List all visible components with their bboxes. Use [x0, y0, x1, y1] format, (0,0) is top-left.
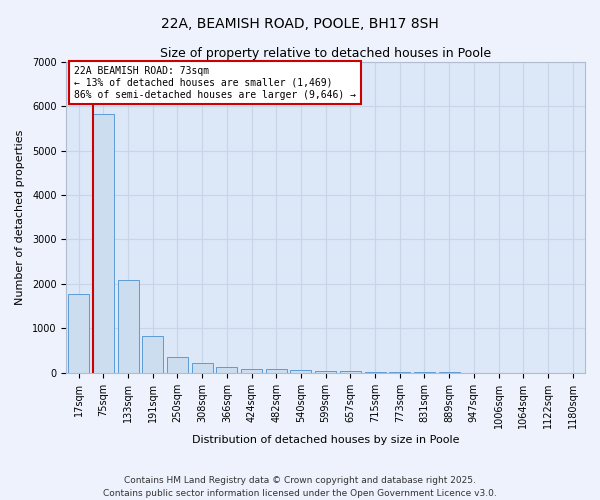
Bar	[217, 368, 238, 373]
Bar	[340, 372, 361, 373]
Title: Size of property relative to detached houses in Poole: Size of property relative to detached ho…	[160, 48, 491, 60]
Text: 22A, BEAMISH ROAD, POOLE, BH17 8SH: 22A, BEAMISH ROAD, POOLE, BH17 8SH	[161, 18, 439, 32]
Bar	[389, 372, 410, 373]
Bar	[118, 280, 139, 373]
Bar	[93, 114, 114, 373]
Bar	[365, 372, 386, 373]
Text: Contains HM Land Registry data © Crown copyright and database right 2025.
Contai: Contains HM Land Registry data © Crown c…	[103, 476, 497, 498]
Bar	[315, 370, 336, 373]
Bar	[266, 369, 287, 373]
Text: 22A BEAMISH ROAD: 73sqm
← 13% of detached houses are smaller (1,469)
86% of semi: 22A BEAMISH ROAD: 73sqm ← 13% of detache…	[74, 66, 356, 100]
Y-axis label: Number of detached properties: Number of detached properties	[15, 130, 25, 305]
Bar	[290, 370, 311, 373]
Bar	[142, 336, 163, 373]
X-axis label: Distribution of detached houses by size in Poole: Distribution of detached houses by size …	[192, 435, 460, 445]
Bar	[241, 368, 262, 373]
Bar	[191, 364, 212, 373]
Bar	[167, 356, 188, 373]
Bar	[68, 294, 89, 373]
